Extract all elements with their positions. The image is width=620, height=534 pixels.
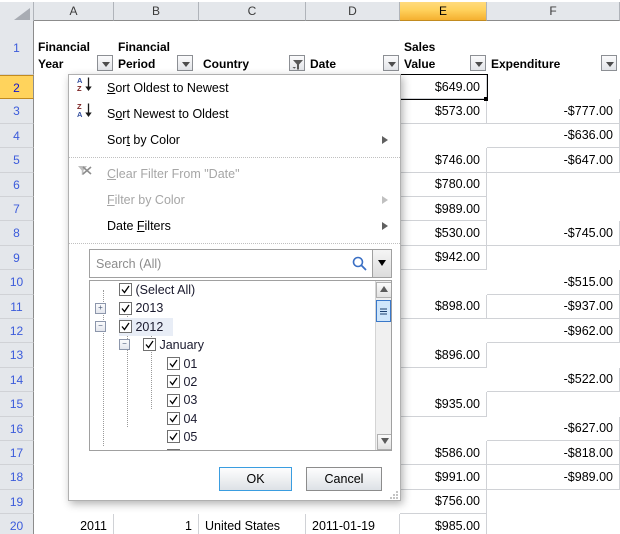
svg-text:A: A — [77, 110, 83, 118]
svg-text:Z: Z — [77, 84, 82, 92]
